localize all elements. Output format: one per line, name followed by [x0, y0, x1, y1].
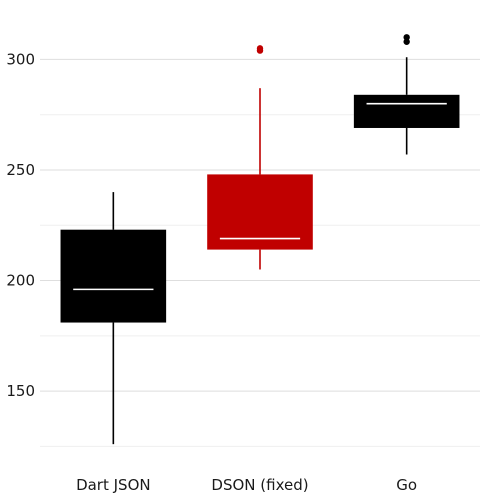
iqr-box: [207, 174, 313, 250]
x-axis-category-labels: Dart JSON DSON (fixed) Go: [76, 476, 417, 494]
y-tick-label: 250: [6, 161, 35, 179]
outlier-point: [256, 45, 264, 52]
y-tick-label: 200: [6, 272, 35, 290]
box-group: [60, 192, 167, 445]
outlier-point: [403, 38, 410, 45]
box-series: [60, 34, 460, 445]
outlier-point: [403, 34, 410, 41]
x-category-label: Dart JSON: [76, 476, 151, 494]
y-tick-label: 150: [6, 382, 35, 400]
y-tick-label: 300: [6, 50, 35, 68]
y-axis-tick-labels: 150 200 250 300: [6, 50, 35, 400]
box-group: [207, 45, 313, 270]
box-group: [353, 34, 460, 155]
x-category-label: DSON (fixed): [211, 476, 308, 494]
iqr-box: [60, 229, 167, 323]
x-category-label: Go: [396, 476, 417, 494]
iqr-box: [353, 94, 460, 128]
